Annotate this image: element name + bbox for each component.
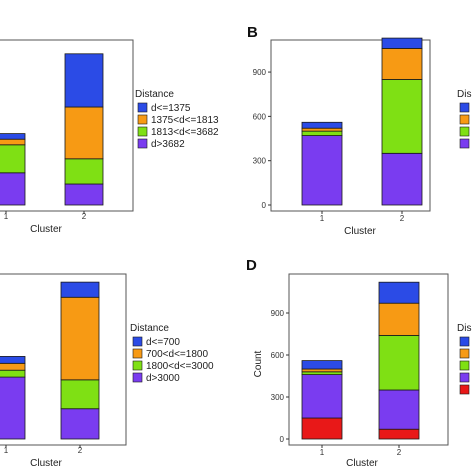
bar-segment <box>0 356 26 364</box>
bar-segment <box>64 158 104 185</box>
legend-swatch <box>132 360 143 371</box>
bar-segment <box>378 389 420 430</box>
legend-title: Dis <box>457 323 471 334</box>
bar-segment <box>64 183 104 206</box>
plot-frame <box>270 39 431 212</box>
plot-frame <box>0 273 127 446</box>
legend-label: 700<d<=1800 <box>146 349 208 360</box>
legend-swatch <box>459 126 470 137</box>
bar-segment <box>381 37 423 49</box>
x-tick-label: 1 <box>4 212 9 221</box>
y-tick-label: 900 <box>253 68 267 77</box>
bar-segment <box>60 281 100 298</box>
x-axis-title: Cluster <box>344 226 376 237</box>
legend-label: d<=1375 <box>151 103 191 114</box>
y-tick-label: 600 <box>271 351 285 360</box>
y-tick-label: 0 <box>280 435 285 444</box>
chart-panel-d: D 0 300 600 900 1 2 Cluster Count Dis <box>246 257 471 469</box>
bar-segment <box>64 53 104 108</box>
legend-swatch <box>459 138 470 149</box>
chart-panel-a: 1 2 Cluster Distance d<=13751375<d<=18131813… <box>0 39 219 235</box>
x-tick-label: 1 <box>4 446 9 455</box>
y-tick-label: 300 <box>271 393 285 402</box>
bar-segment <box>301 121 343 129</box>
y-axis-title: Count <box>253 350 264 377</box>
x-tick-label: 2 <box>82 212 87 221</box>
x-axis-title: Cluster <box>346 458 378 469</box>
bar-segment <box>0 138 26 146</box>
legend-title: Distance <box>135 89 174 100</box>
bar-segment <box>0 172 26 206</box>
x-tick-label: 1 <box>320 448 325 457</box>
y-tick-label: 300 <box>253 157 267 166</box>
bar-segment <box>0 376 26 440</box>
x-tick-label: 1 <box>320 214 325 223</box>
bar-segment <box>378 334 420 391</box>
plot-frame <box>288 273 449 446</box>
legend-swatch <box>459 114 470 125</box>
x-axis-title: Cluster <box>30 458 62 469</box>
bar-segment <box>301 127 343 132</box>
legend-label: d>3682 <box>151 139 185 150</box>
legend-swatch <box>132 372 143 383</box>
legend-swatch <box>132 348 143 359</box>
legend-label: d<=700 <box>146 337 180 348</box>
legend-label: 1800<d<=3000 <box>146 361 214 372</box>
legend-swatch <box>137 102 148 113</box>
legend-swatch <box>459 372 470 383</box>
legend-swatch <box>137 138 148 149</box>
y-tick-label: 900 <box>271 309 285 318</box>
bar-segment <box>301 368 343 373</box>
bar-segment <box>301 371 343 375</box>
bar-segment <box>60 296 100 381</box>
plot-frame <box>0 39 134 212</box>
chart-panel-b: B 0 300 600 900 1 2 Cluster Dis <box>247 24 471 237</box>
x-axis-title: Cluster <box>30 224 62 235</box>
panel-letter: B <box>247 24 258 41</box>
legend-title: Dis <box>457 89 471 100</box>
bar-segment <box>0 133 26 140</box>
legend-swatch <box>137 114 148 125</box>
x-tick-label: 2 <box>78 446 83 455</box>
bar-segment <box>60 408 100 440</box>
bar-segment <box>378 428 420 440</box>
legend-swatch <box>132 336 143 347</box>
legend-title: Distance <box>130 323 169 334</box>
legend-label: 1375<d<=1813 <box>151 115 219 126</box>
bar-segment <box>301 130 343 136</box>
bar-segment <box>0 362 26 371</box>
bar-segment <box>64 106 104 160</box>
legend-label: d>3000 <box>146 373 180 384</box>
x-tick-label: 2 <box>400 214 405 223</box>
bar-segment <box>0 369 26 378</box>
bar-segment <box>381 48 423 80</box>
x-tick-label: 2 <box>397 448 402 457</box>
chart-panel-c: 1 2 Cluster Distance d<=700700<d<=18001800<d… <box>0 273 214 469</box>
legend-swatch <box>459 348 470 359</box>
bar-segment <box>60 379 100 410</box>
bar-segment <box>378 281 420 304</box>
legend-swatch <box>459 336 470 347</box>
bar-segment <box>381 79 423 154</box>
bar-segment <box>378 302 420 336</box>
bar-segment <box>301 417 343 440</box>
bar-segment <box>381 152 423 206</box>
bar-segment <box>301 135 343 206</box>
y-tick-label: 0 <box>262 201 267 210</box>
legend-swatch <box>459 102 470 113</box>
legend-swatch <box>137 126 148 137</box>
legend-label: 1813<d<=3682 <box>151 127 219 138</box>
y-tick-label: 600 <box>253 112 267 121</box>
panel-letter: D <box>246 257 257 274</box>
bar-segment <box>0 144 26 174</box>
bar-segment <box>301 360 343 370</box>
legend-swatch <box>459 360 470 371</box>
legend-swatch <box>459 384 470 395</box>
bar-segment <box>301 374 343 419</box>
